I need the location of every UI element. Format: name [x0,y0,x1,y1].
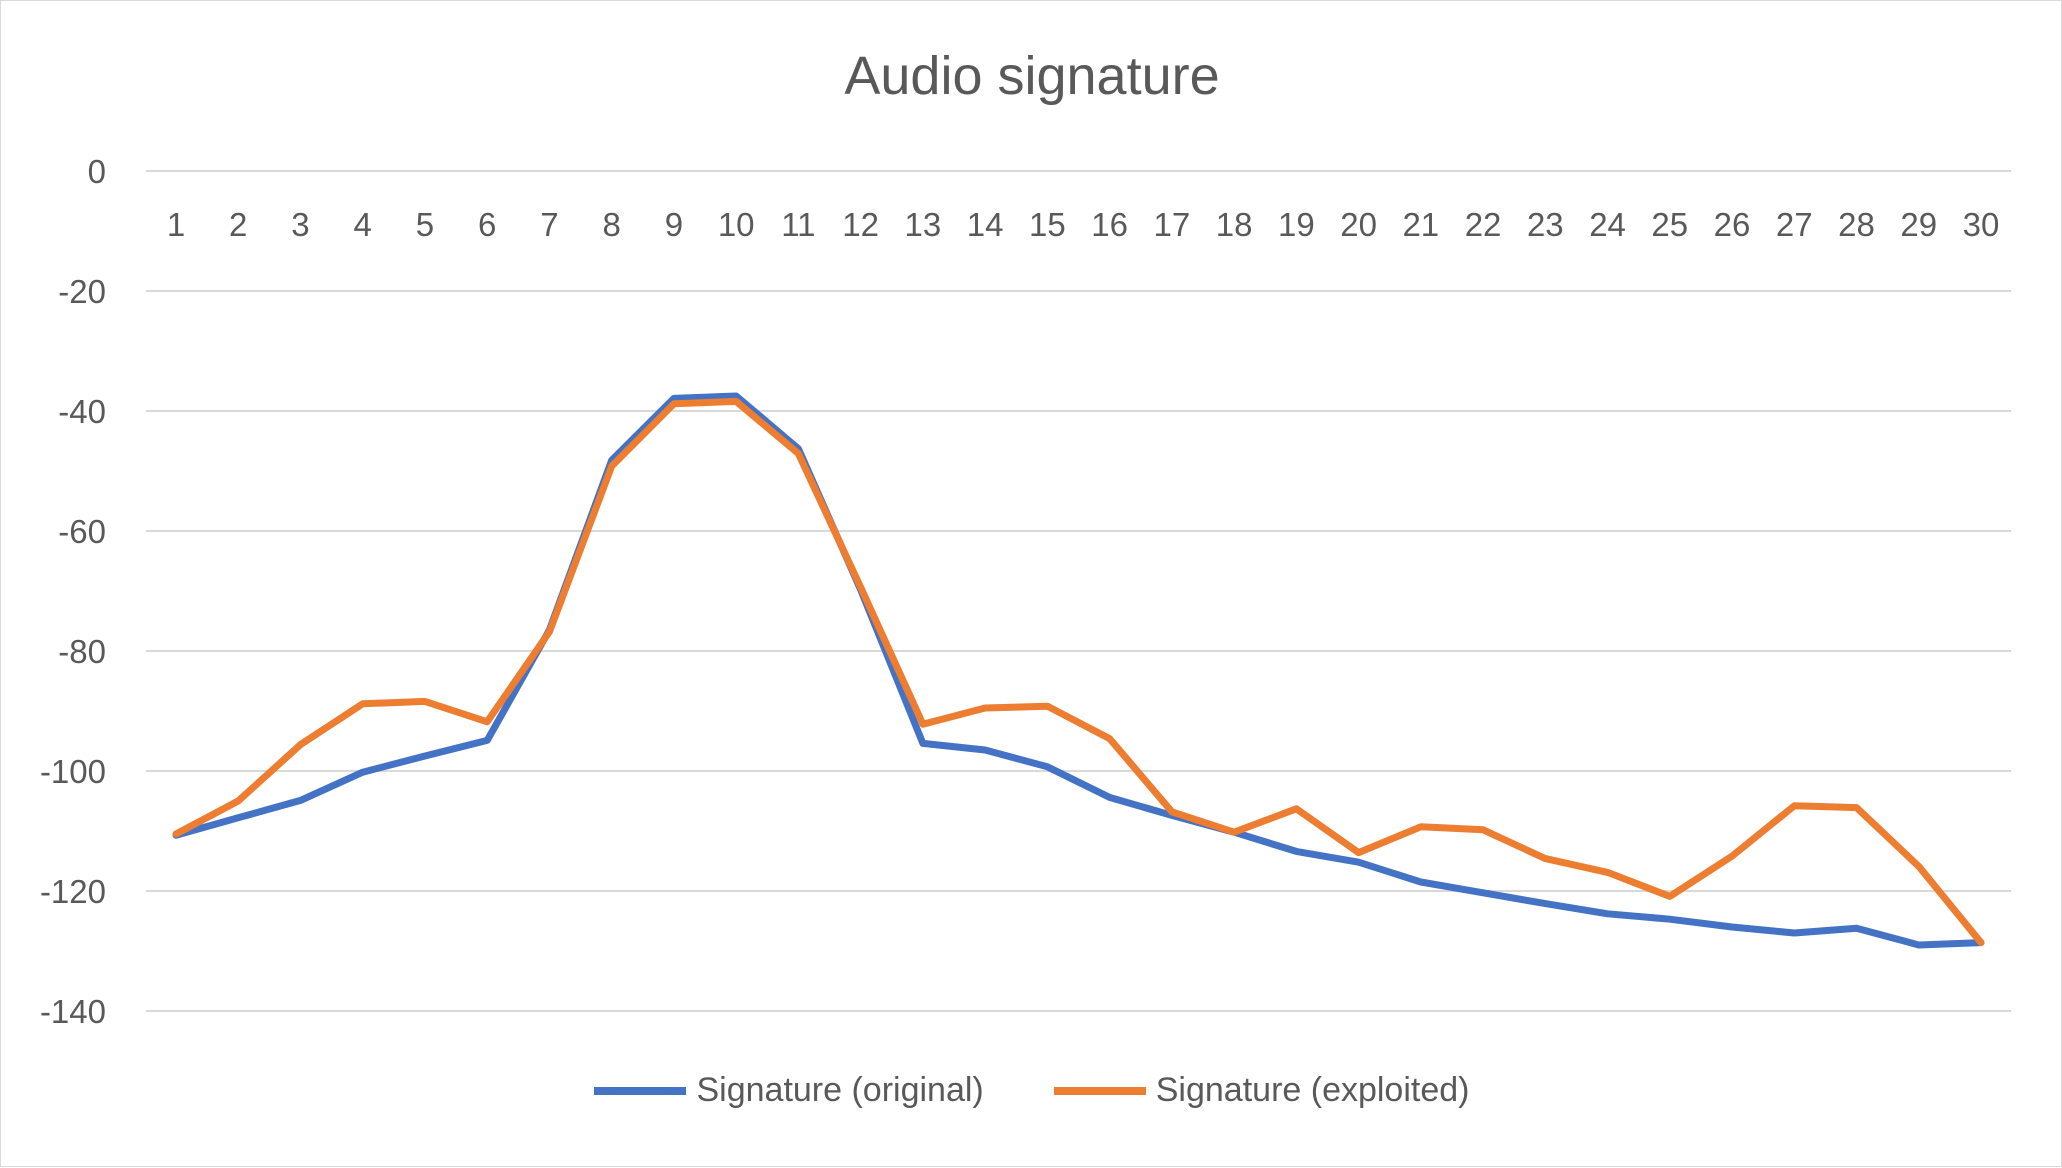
x-tick-label: 23 [1527,206,1564,243]
series-line-exploited [172,397,1985,947]
y-tick-label: 0 [88,153,106,190]
y-tick-label: -140 [40,993,106,1030]
x-tick-label: 11 [781,206,815,243]
series-line-original [172,392,1985,949]
x-tick-label: 6 [478,206,496,243]
legend-swatch-original [594,1086,687,1095]
y-tick-label: -40 [58,393,106,430]
x-tick-label: 8 [603,206,621,243]
x-tick-label: 7 [540,206,558,243]
x-tick-label: 21 [1402,206,1439,243]
x-tick-label: 5 [416,206,434,243]
gridlines [146,170,2011,1012]
legend-label-exploited: Signature (exploited) [1155,1071,1470,1109]
y-axis-ticks: 0 -20 -40 -60 -80 -100 -120 -140 [40,153,106,1030]
x-axis-ticks: 1 2 3 4 5 6 7 8 9 10 11 12 13 14 15 16 17 18 19 20 21 22 23 24 2… [167,206,2000,243]
x-tick-label: 18 [1216,206,1253,243]
x-tick-label: 13 [905,206,942,243]
x-tick-label: 15 [1029,206,1066,243]
x-tick-label: 28 [1838,206,1875,243]
x-tick-label: 14 [967,206,1004,243]
x-tick-label: 2 [229,206,247,243]
x-tick-label: 24 [1589,206,1626,243]
legend-swatch-exploited [1053,1086,1146,1095]
chart-title: Audio signature [844,46,1220,106]
legend-item-original: Signature (original) [594,1071,984,1110]
x-tick-label: 1 [167,206,185,243]
y-tick-label: -80 [58,633,106,670]
x-tick-label: 17 [1154,206,1191,243]
x-tick-label: 4 [354,206,372,243]
x-tick-label: 3 [291,206,309,243]
x-tick-label: 29 [1900,206,1937,243]
series-lines [172,392,1985,949]
x-tick-label: 25 [1651,206,1688,243]
y-tick-label: -100 [40,753,106,790]
y-tick-label: -20 [58,273,106,310]
legend-label-original: Signature (original) [696,1071,984,1109]
x-tick-label: 9 [665,206,683,243]
legend: Signature (original) Signature (exploite… [1,1071,2062,1110]
x-tick-label: 30 [1963,206,2000,243]
y-tick-label: -60 [58,513,106,550]
x-tick-label: 27 [1776,206,1813,243]
x-tick-label: 16 [1091,206,1128,243]
x-tick-label: 26 [1714,206,1751,243]
legend-item-exploited: Signature (exploited) [1053,1071,1470,1110]
x-tick-label: 19 [1278,206,1315,243]
x-tick-label: 20 [1340,206,1377,243]
x-tick-label: 10 [718,206,755,243]
y-tick-label: -120 [40,873,106,910]
x-tick-label: 22 [1465,206,1502,243]
x-tick-label: 12 [842,206,879,243]
